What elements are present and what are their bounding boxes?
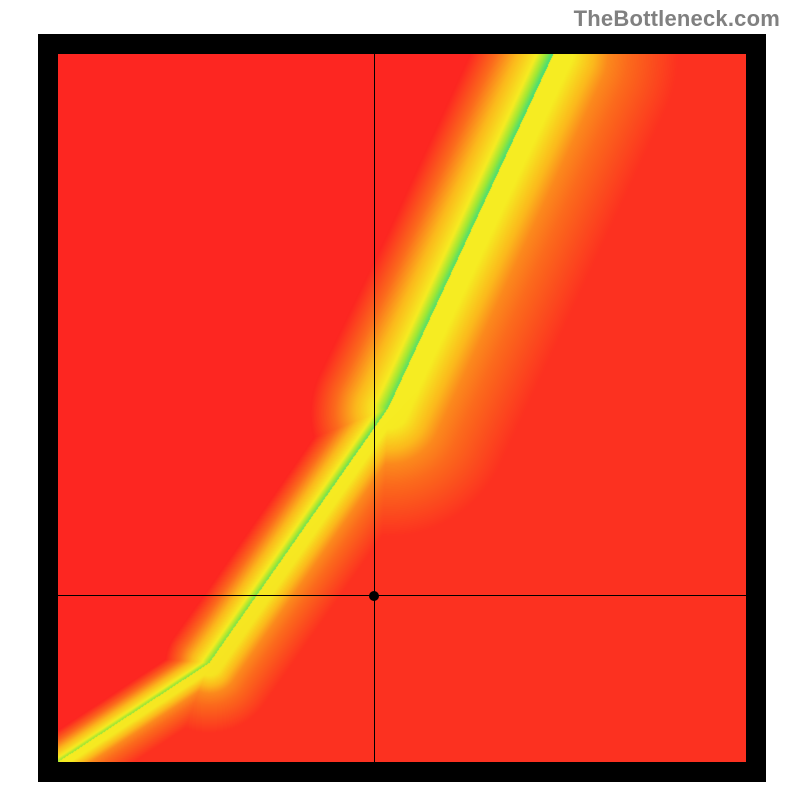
- plot-area: [58, 54, 746, 762]
- heatmap-canvas: [58, 54, 746, 762]
- crosshair-horizontal: [58, 595, 746, 596]
- crosshair-vertical: [374, 54, 375, 762]
- chart-frame: [38, 34, 766, 782]
- watermark-text: TheBottleneck.com: [574, 6, 780, 32]
- root-container: TheBottleneck.com: [0, 0, 800, 800]
